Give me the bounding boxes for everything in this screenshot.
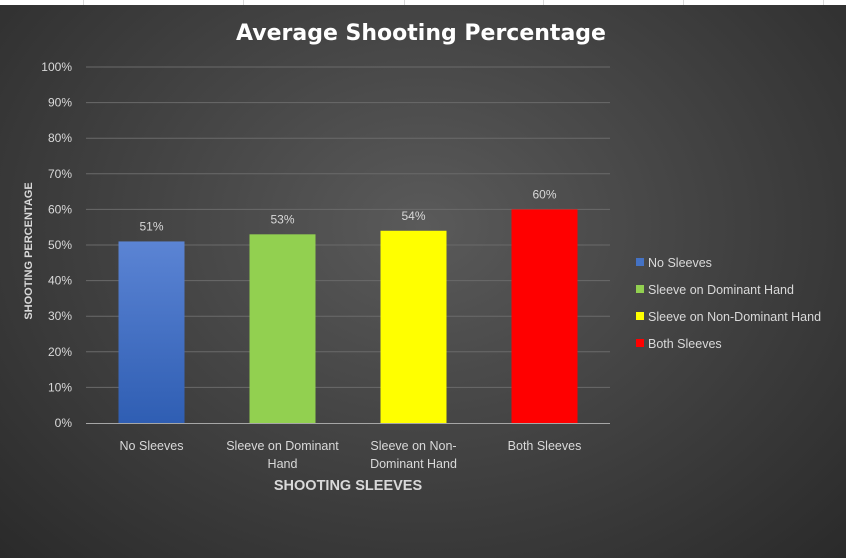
legend-swatch	[636, 312, 644, 320]
y-axis-title: SHOOTING PERCENTAGE	[23, 182, 35, 319]
legend-swatch	[636, 258, 644, 266]
bar-sleeve-on-non-dominant-hand	[380, 230, 447, 423]
x-category-label: Sleeve on Dominant	[226, 439, 339, 453]
sheet-column-divider	[83, 0, 84, 5]
y-tick-label: 60%	[48, 202, 72, 216]
sheet-column-divider	[243, 0, 244, 5]
data-label: 51%	[139, 219, 163, 233]
sheet-column-divider	[404, 0, 405, 5]
y-tick-label: 0%	[55, 416, 73, 430]
bars	[118, 209, 578, 423]
data-label: 60%	[532, 187, 556, 201]
y-tick-label: 20%	[48, 345, 72, 359]
x-category-label: Sleeve on Non-	[370, 439, 456, 453]
y-tick-label: 80%	[48, 131, 72, 145]
y-tick-label: 70%	[48, 167, 72, 181]
x-axis-categories: No Sleeves Sleeve on Dominant Hand Sleeve o…	[120, 439, 582, 471]
y-tick-label: 40%	[48, 274, 72, 288]
sheet-column-divider	[823, 0, 824, 5]
y-axis-ticks: 0% 10% 20% 30% 40% 50% 60% 70% 80% 90% 100%	[41, 60, 72, 430]
y-tick-label: 10%	[48, 380, 72, 394]
legend-item: Sleeve on Non-Dominant Hand	[648, 310, 821, 324]
x-axis-title: SHOOTING SLEEVES	[274, 478, 423, 494]
x-category-label: Dominant Hand	[370, 457, 457, 471]
x-category-label: Both Sleeves	[508, 439, 582, 453]
sheet-column-divider	[543, 0, 544, 5]
legend-item: Both Sleeves	[648, 337, 722, 351]
data-label: 54%	[401, 209, 425, 223]
chart-area[interactable]: Average Shooting Percentage 0% 10% 20% 30% 4…	[0, 5, 846, 558]
legend[interactable]: No Sleeves Sleeve on Dominant Hand Sleeve …	[636, 256, 821, 351]
bar-no-sleeves	[118, 241, 185, 423]
legend-swatch	[636, 339, 644, 347]
y-tick-label: 30%	[48, 309, 72, 323]
legend-item: Sleeve on Dominant Hand	[648, 283, 794, 297]
sheet-column-divider	[683, 0, 684, 5]
bar-both-sleeves	[511, 209, 578, 423]
legend-item: No Sleeves	[648, 256, 712, 270]
y-tick-label: 50%	[48, 238, 72, 252]
y-tick-label: 100%	[41, 60, 72, 74]
bar-sleeve-on-dominant-hand	[249, 234, 316, 423]
legend-swatch	[636, 285, 644, 293]
x-category-label: No Sleeves	[120, 439, 184, 453]
data-labels: 51% 53% 54% 60%	[139, 187, 556, 233]
chart-canvas: Average Shooting Percentage 0% 10% 20% 30% 4…	[23, 21, 821, 494]
y-tick-label: 90%	[48, 96, 72, 110]
x-category-label: Hand	[268, 457, 298, 471]
data-label: 53%	[270, 212, 294, 226]
chart-title: Average Shooting Percentage	[236, 21, 606, 46]
